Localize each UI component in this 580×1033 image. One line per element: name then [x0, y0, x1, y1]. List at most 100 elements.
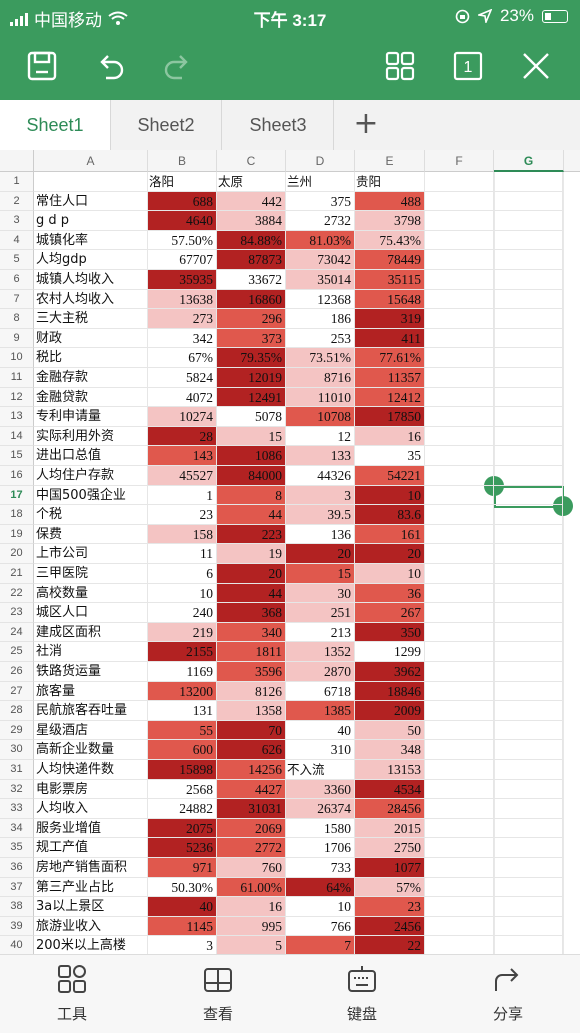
cell-f[interactable] [425, 191, 494, 212]
cell-g[interactable] [494, 505, 563, 525]
cell-d[interactable]: 136 [286, 524, 355, 545]
cell-e[interactable]: 16 [355, 426, 425, 447]
cell-g[interactable] [494, 936, 563, 954]
row-header[interactable]: 20 [0, 544, 34, 564]
cell-b[interactable]: 23 [148, 505, 217, 525]
cell-f[interactable] [425, 211, 494, 231]
cell-e[interactable]: 贵阳 [355, 172, 425, 192]
cell-g[interactable] [494, 603, 563, 623]
cell-c[interactable]: 296 [217, 309, 286, 329]
cell-a[interactable]: 200米以上高楼 [34, 936, 148, 954]
cell-b[interactable]: 2075 [148, 818, 217, 839]
row-header[interactable]: 27 [0, 681, 34, 702]
cell-d[interactable]: 213 [286, 622, 355, 643]
cell-c[interactable]: 223 [217, 524, 286, 545]
cell-a[interactable]: 三大主税 [34, 309, 148, 329]
row-header[interactable]: 22 [0, 583, 34, 604]
cell-c[interactable]: 15 [217, 426, 286, 447]
row-header[interactable]: 15 [0, 446, 34, 466]
cell-d[interactable]: 3 [286, 485, 355, 506]
cell-f[interactable] [425, 289, 494, 310]
cell-d[interactable]: 733 [286, 858, 355, 878]
cell-a[interactable]: 进出口总值 [34, 446, 148, 466]
cell-a[interactable]: 服务业增值 [34, 818, 148, 839]
cell-e[interactable]: 161 [355, 524, 425, 545]
cell-g[interactable] [494, 858, 563, 878]
close-button[interactable] [516, 46, 556, 86]
cell-b[interactable]: 67% [148, 348, 217, 368]
cell-g[interactable] [494, 544, 563, 564]
cell-b[interactable]: 55 [148, 720, 217, 741]
cell-f[interactable] [425, 426, 494, 447]
select-all-corner[interactable] [0, 150, 34, 172]
cell-a[interactable]: g d p [34, 211, 148, 231]
cell-g[interactable] [494, 760, 563, 780]
cell-c[interactable]: 44 [217, 505, 286, 525]
cell-d[interactable]: 39.5 [286, 505, 355, 525]
row-header[interactable]: 19 [0, 524, 34, 545]
cell-e[interactable]: 11357 [355, 368, 425, 388]
cell-d[interactable]: 81.03% [286, 230, 355, 251]
cell-e[interactable]: 2015 [355, 818, 425, 839]
cell-g[interactable] [494, 270, 563, 290]
cell-e[interactable]: 50 [355, 720, 425, 741]
cell-f[interactable] [425, 387, 494, 408]
cell-a[interactable]: 税比 [34, 348, 148, 368]
cell-e[interactable]: 83.6 [355, 505, 425, 525]
cell-c[interactable]: 4427 [217, 779, 286, 800]
cell-d[interactable]: 251 [286, 603, 355, 623]
cell-f[interactable] [425, 701, 494, 721]
cell-b[interactable]: 13638 [148, 289, 217, 310]
cell-e[interactable]: 4534 [355, 779, 425, 800]
cell-e[interactable]: 23 [355, 897, 425, 917]
cell-e[interactable]: 15648 [355, 289, 425, 310]
tab-sheet3[interactable]: Sheet3 [223, 100, 334, 150]
cell-c[interactable]: 79.35% [217, 348, 286, 368]
cell-b[interactable]: 3 [148, 936, 217, 954]
keyboard-button[interactable]: 键盘 [312, 963, 412, 1024]
cell-c[interactable]: 8 [217, 485, 286, 506]
cell-d[interactable]: 1385 [286, 701, 355, 721]
cell-c[interactable]: 1811 [217, 642, 286, 662]
column-header-h[interactable] [564, 150, 580, 172]
cell-f[interactable] [425, 642, 494, 662]
cell-g[interactable] [494, 897, 563, 917]
cell-b[interactable]: 273 [148, 309, 217, 329]
cell-c[interactable]: 2069 [217, 818, 286, 839]
cell-f[interactable] [425, 544, 494, 564]
add-sheet-button[interactable]: + [353, 106, 379, 141]
cell-e[interactable]: 1077 [355, 858, 425, 878]
row-header[interactable]: 30 [0, 740, 34, 760]
cell-e[interactable]: 28456 [355, 799, 425, 819]
cell-d[interactable]: 11010 [286, 387, 355, 408]
cell-e[interactable]: 78449 [355, 250, 425, 270]
cell-c[interactable]: 2772 [217, 838, 286, 858]
cell-d[interactable]: 44326 [286, 466, 355, 486]
cell-c[interactable]: 12019 [217, 368, 286, 388]
cell-c[interactable]: 84.88% [217, 230, 286, 251]
cell-a[interactable]: 金融存款 [34, 368, 148, 388]
row-header[interactable]: 36 [0, 858, 34, 878]
cell-f[interactable] [425, 505, 494, 525]
cell-a[interactable]: 个税 [34, 505, 148, 525]
cell-e[interactable]: 2456 [355, 916, 425, 937]
cell-e[interactable]: 411 [355, 328, 425, 349]
cell-a[interactable]: 社消 [34, 642, 148, 662]
cell-b[interactable]: 13200 [148, 681, 217, 702]
cell-c[interactable]: 16860 [217, 289, 286, 310]
tools-button[interactable]: 工具 [22, 963, 122, 1024]
cell-d[interactable]: 375 [286, 191, 355, 212]
cell-e[interactable]: 2750 [355, 838, 425, 858]
cell-b[interactable]: 57.50% [148, 230, 217, 251]
cell-d[interactable]: 12 [286, 426, 355, 447]
row-header[interactable]: 25 [0, 642, 34, 662]
cell-d[interactable]: 73042 [286, 250, 355, 270]
cell-a[interactable]: 农村人均收入 [34, 289, 148, 310]
cell-a[interactable]: 城区人口 [34, 603, 148, 623]
cell-g[interactable] [494, 348, 563, 368]
cell-g[interactable] [494, 250, 563, 270]
cell-d[interactable]: 2732 [286, 211, 355, 231]
row-header[interactable]: 39 [0, 916, 34, 937]
cell-f[interactable] [425, 466, 494, 486]
cell-f[interactable] [425, 348, 494, 368]
